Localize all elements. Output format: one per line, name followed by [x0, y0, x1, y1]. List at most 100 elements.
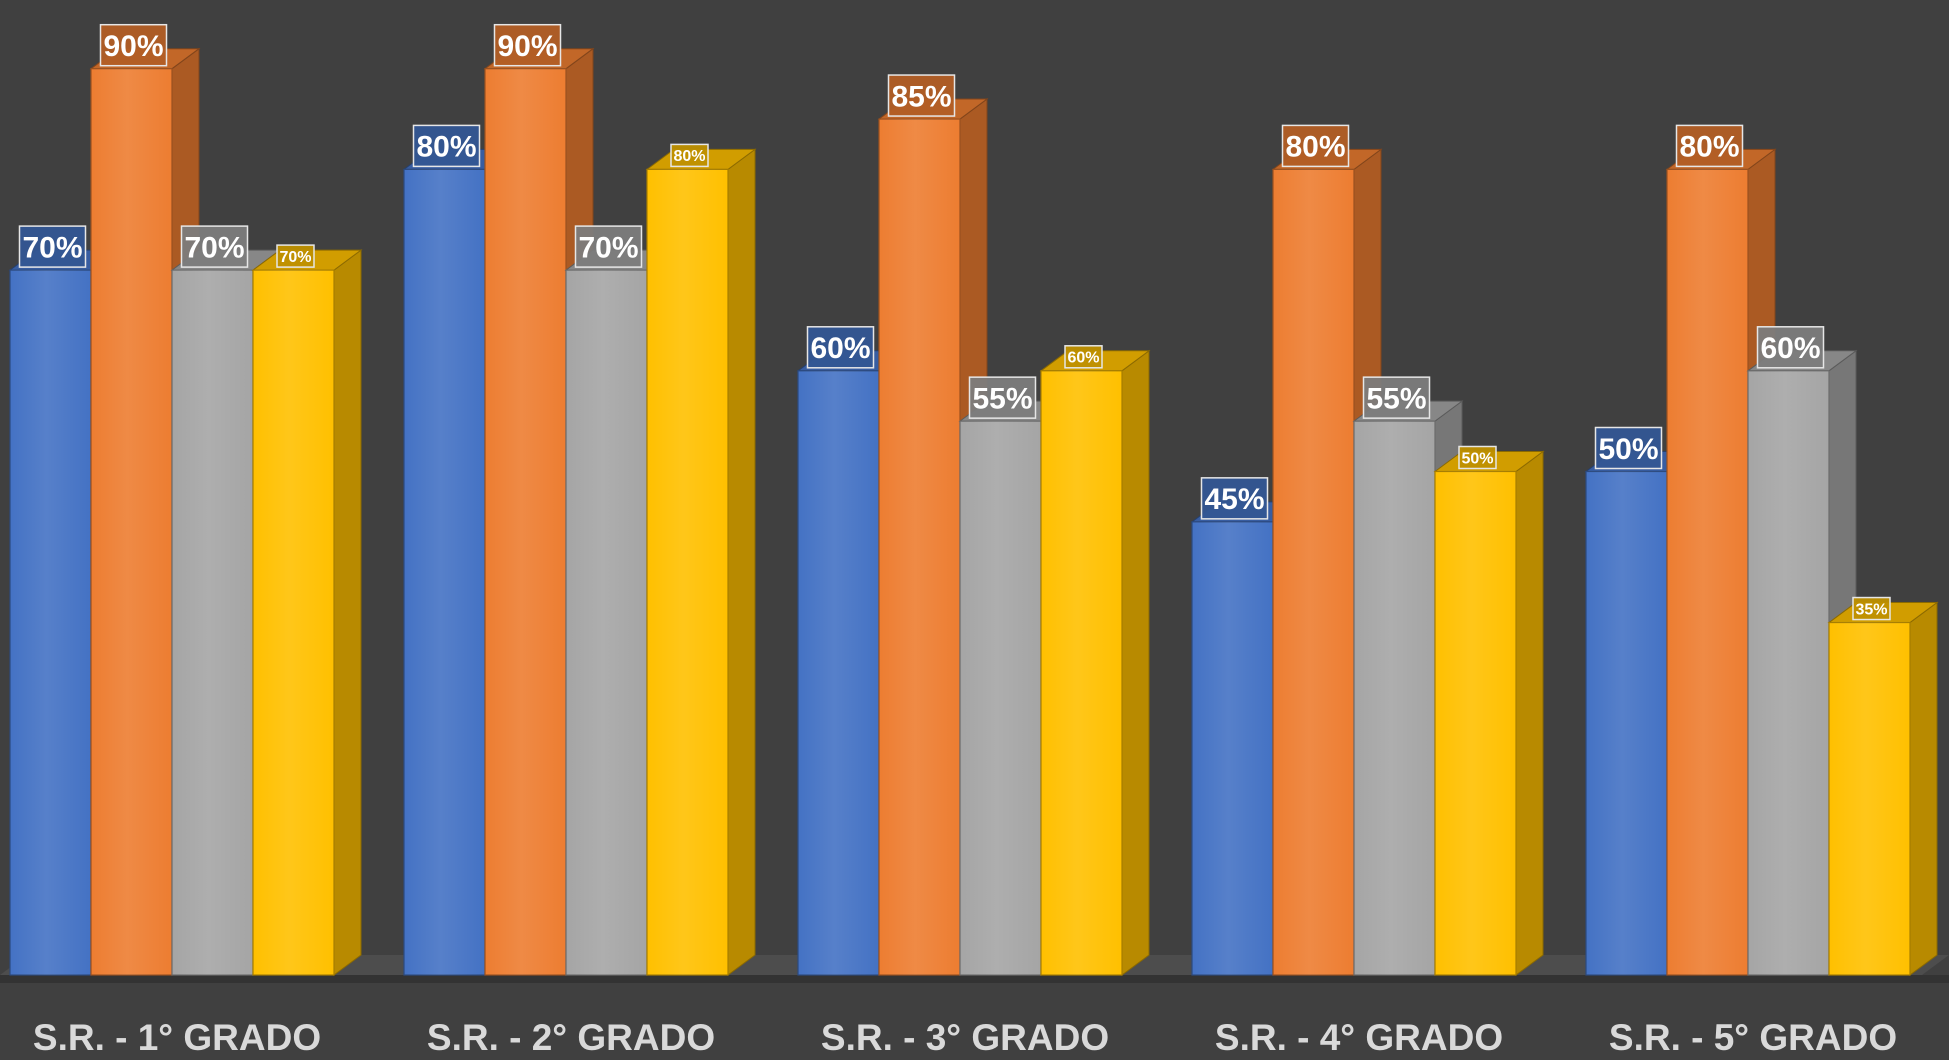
- data-label-box: [493, 23, 562, 67]
- data-label-text: 80%: [416, 131, 476, 164]
- bar-side: [1515, 450, 1544, 976]
- bar-sheen: [1435, 471, 1516, 975]
- data-label-text: 60%: [810, 332, 870, 365]
- data-label: 50%: [1594, 426, 1663, 470]
- data-label-text: 50%: [1461, 450, 1493, 467]
- bar-sheen: [485, 68, 566, 975]
- data-label-box: [276, 244, 315, 268]
- data-label: 35%: [1852, 596, 1891, 621]
- bar-sheen: [879, 119, 960, 976]
- bar-sheen: [647, 169, 728, 975]
- data-label-box: [1594, 426, 1663, 470]
- data-label-box: [1362, 376, 1431, 419]
- bar-sheen: [566, 270, 647, 976]
- data-label: 60%: [806, 326, 875, 369]
- data-label-box: [887, 74, 956, 117]
- data-label: 70%: [18, 225, 87, 268]
- data-label-text: 60%: [1760, 332, 1820, 365]
- bar-group: 60% 85% 55% 60%: [796, 74, 1151, 976]
- data-label-text: 45%: [1204, 483, 1264, 516]
- bar-sheen: [404, 169, 485, 975]
- data-label: 70%: [180, 225, 249, 268]
- data-label-text: 80%: [673, 148, 705, 165]
- bars-layer: 70% 90% 70% 70% 80% 90% 70% 80% 60% 85% 55% 60% 45% 8…: [8, 23, 1939, 976]
- bar-sheen: [1748, 370, 1829, 975]
- data-label-text: 90%: [497, 30, 557, 63]
- data-label-text: 90%: [103, 30, 163, 63]
- bar-sheen: [172, 270, 253, 976]
- data-label-box: [1281, 124, 1350, 168]
- data-label-text: 50%: [1598, 433, 1658, 466]
- data-label-box: [1200, 477, 1269, 520]
- data-label: 80%: [670, 143, 709, 168]
- bar: 55%: [958, 376, 1070, 976]
- data-label: 70%: [574, 225, 643, 268]
- data-label: 80%: [1675, 124, 1744, 168]
- data-label-box: [1756, 326, 1825, 369]
- bar: 35%: [1827, 596, 1939, 976]
- bar-side: [1909, 601, 1938, 976]
- bar-side: [727, 148, 756, 976]
- data-label-text: 80%: [1679, 131, 1739, 164]
- data-label-text: 55%: [1366, 382, 1426, 415]
- bar-group: 70% 90% 70% 70%: [8, 23, 363, 976]
- floor-edge: [0, 975, 1949, 983]
- category-label: S.R. - 2° GRADO: [427, 1017, 715, 1058]
- data-label-box: [1675, 124, 1744, 168]
- data-label: 60%: [1064, 345, 1103, 369]
- bar-sheen: [1829, 622, 1910, 975]
- data-label-text: 60%: [1067, 350, 1099, 367]
- data-label: 50%: [1458, 445, 1497, 470]
- data-label: 55%: [968, 376, 1037, 419]
- bar: 80%: [645, 143, 757, 976]
- bar-sheen: [1354, 421, 1435, 975]
- bar-sheen: [1586, 471, 1667, 975]
- data-label-box: [18, 225, 87, 268]
- bar-sheen: [91, 68, 172, 975]
- data-label-text: 70%: [279, 249, 311, 266]
- data-label-text: 35%: [1855, 601, 1887, 618]
- bar-group: 45% 80% 55% 50%: [1190, 124, 1545, 976]
- data-label-text: 70%: [22, 231, 82, 264]
- bar-sheen: [1273, 169, 1354, 975]
- bar-sheen: [1192, 521, 1273, 975]
- data-label: 90%: [99, 23, 168, 67]
- data-label: 70%: [276, 244, 315, 268]
- data-label-box: [968, 376, 1037, 419]
- category-label: S.R. - 4° GRADO: [1215, 1017, 1503, 1058]
- data-label-box: [1064, 345, 1103, 369]
- bar-sheen: [960, 421, 1041, 975]
- data-label: 80%: [1281, 124, 1350, 168]
- category-label: S.R. - 3° GRADO: [821, 1017, 1109, 1058]
- bar: 50%: [1433, 445, 1545, 976]
- data-label: 60%: [1756, 326, 1825, 369]
- data-label-box: [1458, 445, 1497, 470]
- data-label: 85%: [887, 74, 956, 117]
- data-label-box: [574, 225, 643, 268]
- data-label-box: [806, 326, 875, 369]
- category-label: S.R. - 5° GRADO: [1609, 1017, 1897, 1058]
- bar-sheen: [798, 370, 879, 975]
- bar-side: [1121, 349, 1150, 976]
- data-label-box: [99, 23, 168, 67]
- data-label: 45%: [1200, 477, 1269, 520]
- bar: 60%: [1039, 345, 1151, 976]
- data-label: 80%: [412, 124, 481, 168]
- bar: 70%: [251, 244, 363, 976]
- data-label-text: 80%: [1285, 131, 1345, 164]
- bar: 85%: [877, 74, 989, 976]
- data-label-box: [180, 225, 249, 268]
- data-label-box: [412, 124, 481, 168]
- bar-side: [333, 249, 362, 976]
- category-axis: S.R. - 1° GRADO S.R. - 2° GRADO S.R. - 3° …: [33, 1017, 1897, 1058]
- data-label-text: 85%: [891, 80, 951, 113]
- data-label: 90%: [493, 23, 562, 67]
- bar-group: 50% 80% 60% 35%: [1584, 124, 1939, 976]
- data-label-text: 55%: [972, 382, 1032, 415]
- bar-sheen: [10, 270, 91, 976]
- bar-group: 80% 90% 70% 80%: [402, 23, 757, 976]
- bar-sheen: [1041, 370, 1122, 975]
- data-label-text: 70%: [184, 231, 244, 264]
- data-label-box: [1852, 596, 1891, 621]
